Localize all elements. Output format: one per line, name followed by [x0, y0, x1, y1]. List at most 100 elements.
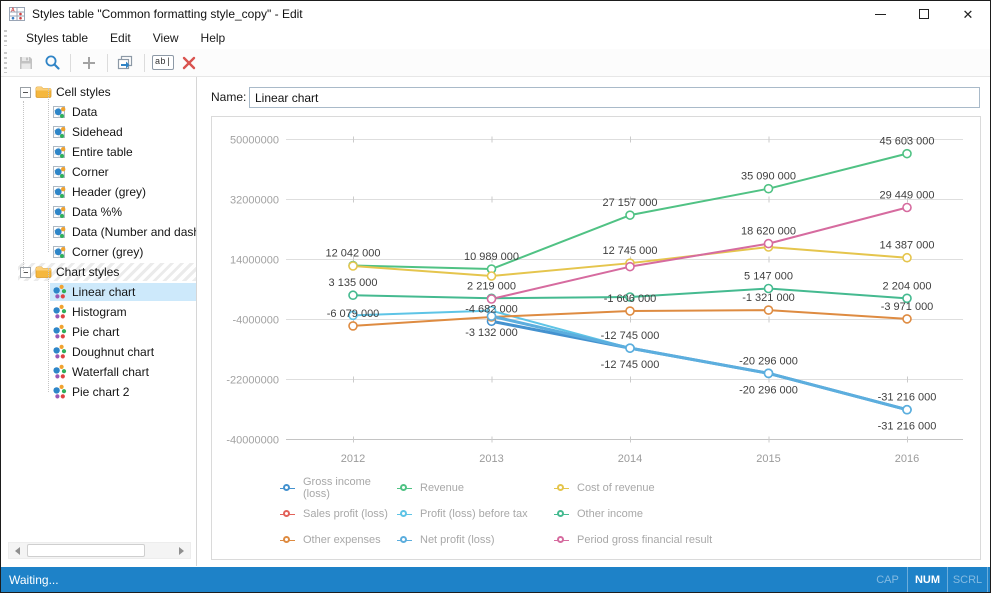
chart-style-icon: [53, 304, 67, 319]
tree-item-label: Waterfall chart: [72, 365, 149, 379]
app-icon: A: [9, 7, 25, 21]
legend-item-other-income: Other income: [554, 508, 712, 520]
tree-root-connector-line: [23, 101, 24, 273]
menu-edit[interactable]: Edit: [110, 31, 131, 45]
chart-style-icon: [53, 384, 67, 399]
tree-item-linear-chart[interactable]: Linear chart: [3, 282, 196, 302]
scroll-right-button[interactable]: [173, 543, 190, 558]
scroll-left-button[interactable]: [9, 543, 26, 558]
close-button[interactable]: ✕: [946, 1, 990, 27]
title-bar[interactable]: A Styles table "Common formatting style_…: [1, 1, 990, 27]
toolbar-separator: [107, 53, 108, 72]
legend-item-profit-loss-before-tax: Profit (loss) before tax: [397, 508, 554, 520]
tree-item-entire-table[interactable]: Entire table: [3, 142, 196, 162]
chart-style-icon: [53, 284, 67, 299]
chart-canvas: [212, 117, 980, 559]
tree-item-label: Doughnut chart: [72, 345, 155, 359]
status-key-cap: CAP: [868, 567, 908, 592]
close-icon: ✕: [962, 6, 974, 22]
tree-group-cell-styles[interactable]: Cell styles: [3, 82, 196, 102]
save-button[interactable]: [13, 51, 39, 75]
legend-label: Revenue: [420, 482, 465, 494]
styles-tree-panel: Cell styles Data Sidehead Entire table C…: [3, 77, 197, 566]
tree-item-inner: Corner (grey): [50, 243, 196, 261]
style-name-input[interactable]: [249, 87, 980, 108]
legend-item-gross-income-loss: Gross income (loss): [280, 476, 397, 500]
menu-help[interactable]: Help: [200, 31, 226, 45]
legend-item-cost-of-revenue: Cost of revenue: [554, 482, 712, 494]
tree-item-label: Data %%: [72, 205, 123, 219]
tree-item-corner[interactable]: Corner: [3, 162, 196, 182]
tree-item-pie-chart[interactable]: Pie chart: [3, 322, 196, 342]
minimize-icon: [874, 13, 886, 15]
svg-text:A: A: [11, 7, 15, 13]
folder-icon: [35, 86, 52, 98]
cell-style-icon: [53, 226, 66, 238]
delete-button[interactable]: [176, 51, 202, 75]
tree-item-label: Histogram: [72, 305, 127, 319]
tree-item-sidehead[interactable]: Sidehead: [3, 122, 196, 142]
cell-style-icon: [53, 166, 66, 178]
copy-button[interactable]: [113, 51, 139, 75]
tree-item-data[interactable]: Data: [3, 102, 196, 122]
legend-marker-icon: [554, 509, 569, 519]
copy-icon: [117, 55, 133, 69]
tree-item-pie-chart-2[interactable]: Pie chart 2: [3, 382, 196, 402]
add-button[interactable]: [76, 51, 102, 75]
tree-item-header-grey[interactable]: Header (grey): [3, 182, 196, 202]
tree-item-doughnut-chart[interactable]: Doughnut chart: [3, 342, 196, 362]
legend-marker-icon: [280, 509, 295, 519]
chart-style-icon: [53, 364, 67, 379]
menubar-grip[interactable]: [4, 30, 7, 46]
toolbar-separator: [70, 53, 71, 72]
tree-item-corner-grey[interactable]: Corner (grey): [3, 242, 196, 262]
chart-style-icon: [53, 324, 67, 339]
panel-splitter[interactable]: [198, 77, 199, 566]
tree-item-inner: Pie chart: [50, 323, 196, 341]
menu-view[interactable]: View: [152, 31, 179, 45]
legend-label: Cost of revenue: [577, 482, 655, 494]
chart-panel: Gross income (loss) Revenue Cost of revenu…: [211, 116, 981, 560]
scroll-right-icon: [179, 546, 184, 555]
maximize-button[interactable]: [902, 1, 946, 27]
tree-item-histogram[interactable]: Histogram: [3, 302, 196, 322]
scroll-left-icon: [15, 546, 20, 555]
status-key-num: NUM: [908, 567, 948, 592]
maximize-icon: [919, 9, 929, 19]
chart-legend: Gross income (loss) Revenue Cost of revenu…: [280, 475, 712, 553]
legend-item-other-expenses: Other expenses: [280, 534, 397, 546]
scrollbar-thumb[interactable]: [27, 544, 145, 557]
legend-label: Other income: [577, 508, 644, 520]
tree-item-inner: Linear chart: [50, 283, 196, 301]
tree-item-data-number-and-dash[interactable]: Data (Number and dash: [3, 222, 196, 242]
rename-button[interactable]: ab|: [150, 51, 176, 75]
status-bar: Waiting... CAP NUM SCRL: [1, 567, 990, 592]
tree-item-waterfall-chart[interactable]: Waterfall chart: [3, 362, 196, 382]
cell-style-icon: [53, 206, 66, 218]
collapse-toggle[interactable]: [20, 86, 31, 98]
tree-group-label: Chart styles: [56, 265, 120, 279]
legend-marker-icon: [280, 483, 295, 493]
tree-connector-line: [48, 88, 49, 252]
tree-item-label: Data: [72, 105, 98, 119]
toolbar-grip[interactable]: [4, 52, 7, 73]
tree-group-inner: Cell styles: [18, 83, 196, 101]
legend-label: Sales profit (loss): [303, 508, 388, 520]
legend-marker-icon: [280, 535, 295, 545]
tree-group-inner: Chart styles: [18, 263, 196, 281]
minimize-button[interactable]: [858, 1, 902, 27]
tree-item-label: Corner: [72, 165, 109, 179]
legend-label: Net profit (loss): [420, 534, 495, 546]
tree-item-inner: Pie chart 2: [50, 383, 196, 401]
tree-horizontal-scrollbar[interactable]: [8, 542, 191, 559]
menu-styles-table[interactable]: Styles table: [26, 31, 89, 45]
tree-item-data[interactable]: Data %%: [3, 202, 196, 222]
legend-item-period-gross-financial-result: Period gross financial result: [554, 534, 712, 546]
collapse-toggle[interactable]: [20, 266, 31, 278]
tree-item-label: Sidehead: [72, 125, 123, 139]
preview-button[interactable]: [39, 51, 65, 75]
menu-bar: Styles table Edit View Help: [1, 27, 990, 49]
status-key-scrl: SCRL: [948, 567, 988, 592]
tree-group-chart-styles[interactable]: Chart styles: [3, 262, 196, 282]
legend-item-net-profit-loss: Net profit (loss): [397, 534, 554, 546]
